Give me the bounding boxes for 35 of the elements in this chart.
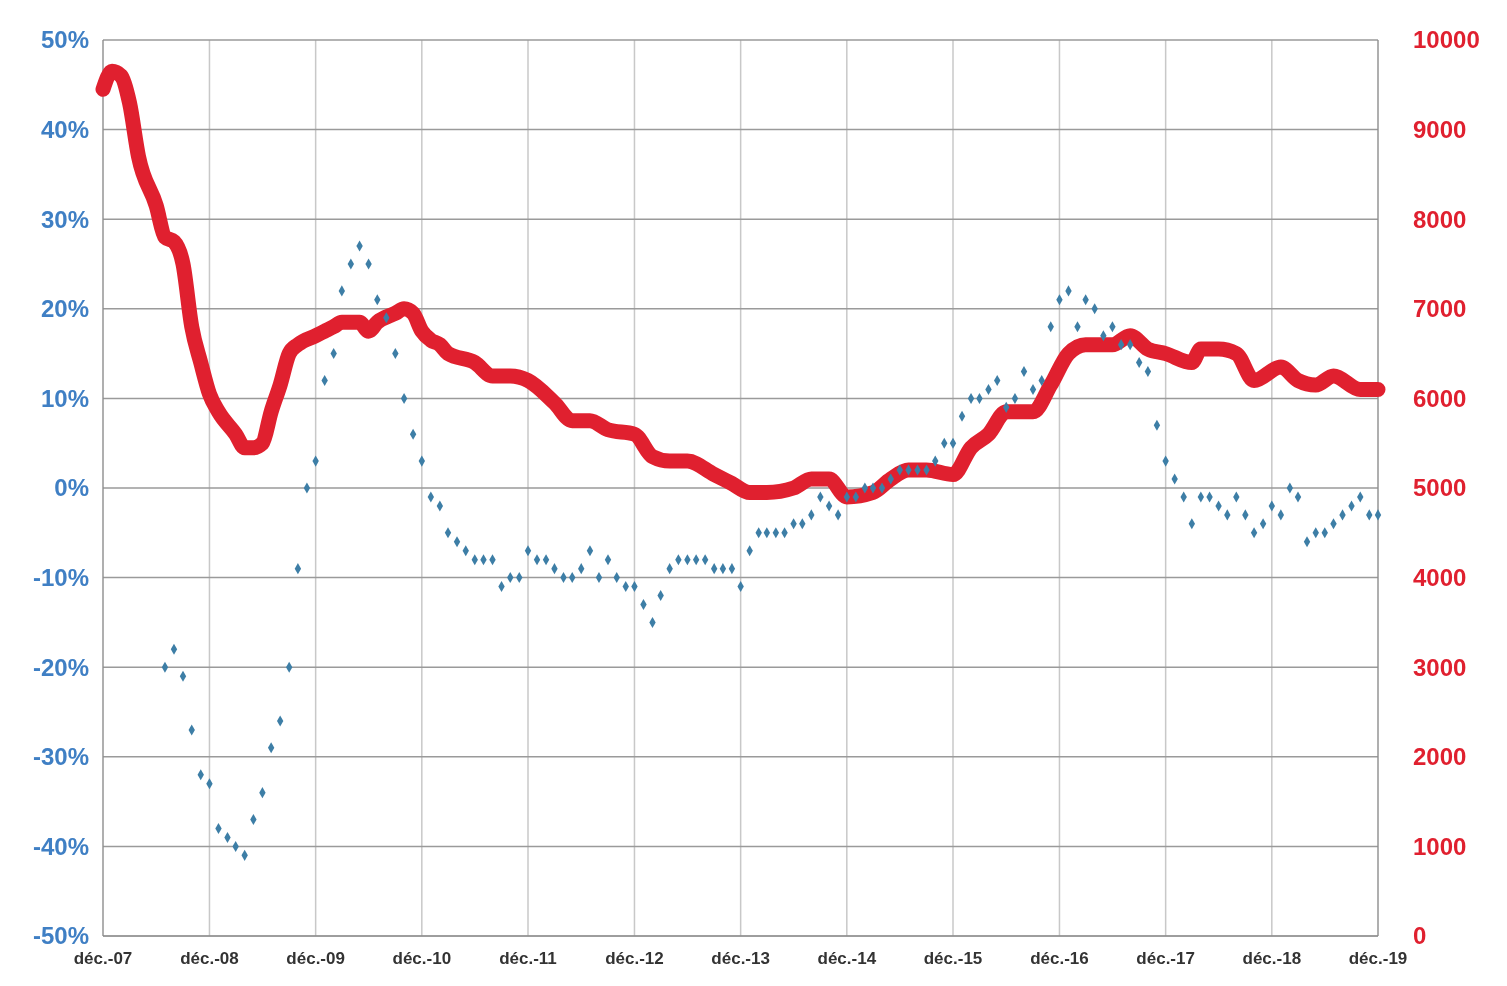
x-tick-label: déc.-09	[286, 949, 345, 968]
x-tick-label: déc.-10	[392, 949, 452, 968]
y-tick-label: -10%	[32, 564, 89, 591]
y2-tick-label: 10000	[1413, 26, 1480, 54]
x-tick-label: déc.-14	[817, 949, 877, 968]
y2-tick-label: 7000	[1413, 295, 1467, 323]
x-tick-label: déc.-12	[605, 949, 664, 968]
y2-tick-label: 8000	[1413, 205, 1467, 233]
x-tick-label: déc.-07	[73, 949, 133, 968]
x-tick-label: déc.-11	[499, 949, 557, 968]
y2-tick-label: 3000	[1413, 653, 1467, 681]
y-tick-label: 20%	[40, 295, 89, 323]
y-tick-label: -30%	[32, 743, 89, 771]
y2-tick-label: 0	[1413, 922, 1427, 950]
x-tick-label: déc.-15	[923, 949, 983, 968]
x-tick-label: déc.-08	[180, 949, 239, 968]
x-tick-label: déc.-16	[1030, 949, 1089, 968]
y-tick-label: -40%	[32, 832, 89, 860]
y2-tick-label: 5000	[1413, 474, 1467, 502]
y-tick-label: 40%	[40, 116, 89, 143]
y2-tick-label: 6000	[1413, 384, 1467, 412]
x-tick-label: déc.-13	[711, 949, 770, 968]
y2-tick-label: 9000	[1413, 116, 1467, 143]
y-tick-label: 0%	[54, 474, 89, 502]
y-tick-label: -50%	[32, 922, 89, 950]
x-tick-label: déc.-19	[1348, 949, 1408, 968]
y-tick-label: 30%	[40, 205, 89, 233]
y2-tick-label: 2000	[1413, 743, 1467, 771]
y-tick-label: 50%	[40, 26, 89, 54]
x-tick-label: déc.-17	[1136, 949, 1195, 968]
y-tick-label: -20%	[32, 653, 89, 681]
y2-tick-label: 1000	[1413, 832, 1467, 860]
y-tick-label: 10%	[40, 384, 89, 412]
y2-tick-label: 4000	[1413, 564, 1467, 591]
x-tick-label: déc.-18	[1242, 949, 1302, 968]
